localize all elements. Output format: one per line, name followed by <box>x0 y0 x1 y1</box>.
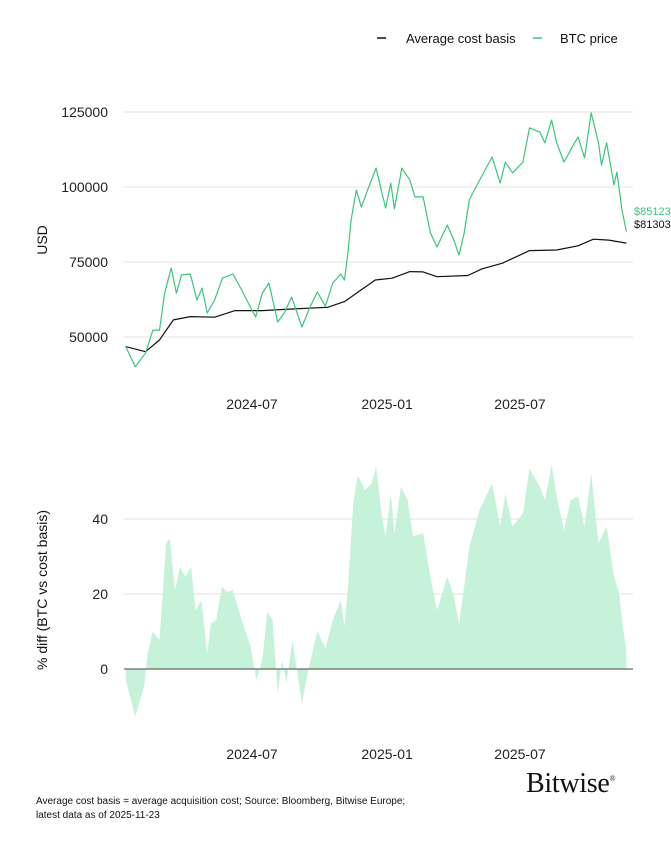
x-tick-label: 2024-07 <box>226 396 278 412</box>
pct-diff-area <box>125 465 627 717</box>
x-tick-label: 2025-07 <box>494 746 546 762</box>
y-tick-label: 100000 <box>61 179 108 195</box>
bitwise-logo: Bitwise® <box>526 768 616 799</box>
btc-price-line <box>125 112 627 368</box>
legend-btc-label: BTC price <box>560 31 618 46</box>
footnote-line-1: Average cost basis = average acquisition… <box>36 796 406 807</box>
logo-text: Bitwise <box>526 768 610 799</box>
footnote: Average cost basis = average acquisition… <box>36 795 456 823</box>
y-tick-label: 75000 <box>69 254 108 270</box>
cost-end-label: $81303 <box>634 219 671 231</box>
x-tick-label: 2024-07 <box>226 746 278 762</box>
legend-cost-basis-label: Average cost basis <box>406 31 516 46</box>
x-tick-label: 2025-01 <box>361 396 413 412</box>
btc-end-label: $85123 <box>634 206 671 218</box>
cost-basis-line <box>125 238 627 353</box>
y-tick-label: 40 <box>92 511 108 527</box>
y-tick-label: 125000 <box>61 104 108 120</box>
x-tick-label: 2025-07 <box>494 396 546 412</box>
pct-diff-chart: 0 20 40 2024-07 2025-01 2025-07 <box>92 465 633 762</box>
y-tick-label: 0 <box>100 661 108 677</box>
x-tick-label: 2025-01 <box>361 746 413 762</box>
legend: Average cost basis BTC price <box>377 31 618 46</box>
bottom-y-axis-title: % diff (BTC vs cost basis) <box>34 510 50 670</box>
y-tick-label: 50000 <box>69 329 108 345</box>
top-y-axis-title: USD <box>34 225 50 255</box>
price-chart: 50000 75000 100000 125000 2024-07 2025-01 2025… <box>61 104 633 412</box>
y-tick-label: 20 <box>92 586 108 602</box>
footnote-line-2: latest data as of 2025-11-23 <box>36 810 160 821</box>
